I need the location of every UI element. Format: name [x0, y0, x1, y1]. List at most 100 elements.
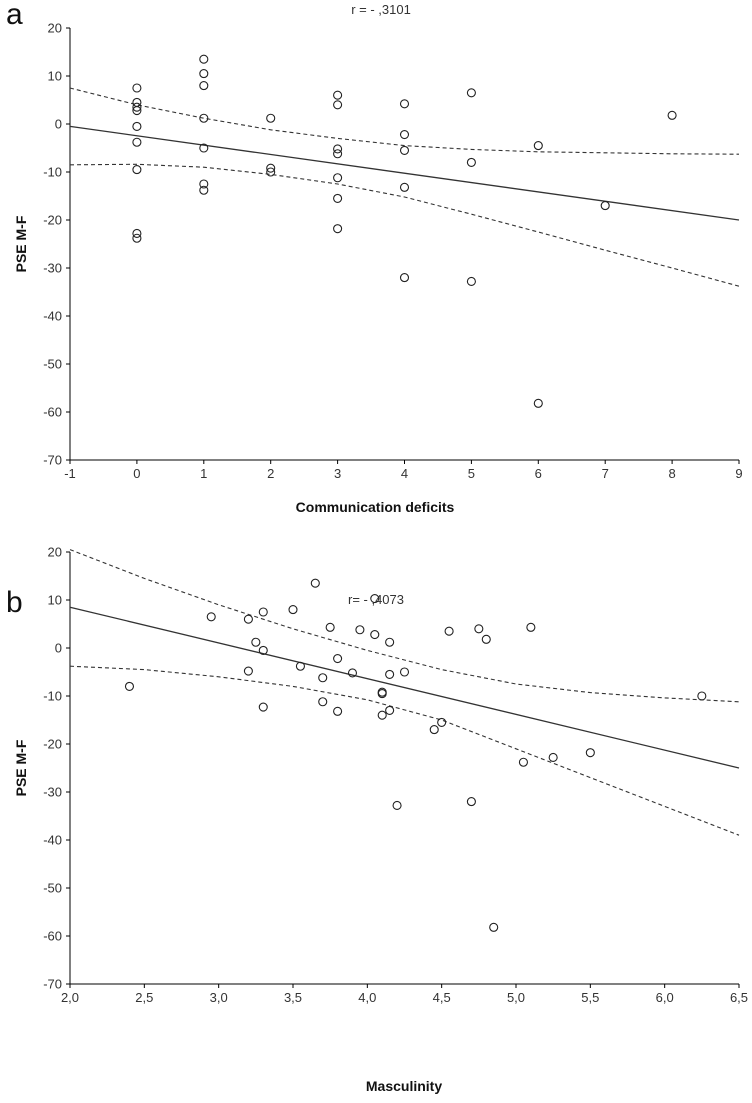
data-point [199, 81, 209, 91]
regression-line [69, 606, 740, 769]
data-point [258, 607, 268, 617]
y-tick-label: -40 [43, 309, 62, 324]
data-point [199, 143, 209, 153]
data-point [466, 797, 476, 807]
y-tick-label: 10 [48, 593, 62, 608]
data-point [132, 137, 142, 147]
y-tick-label: 20 [48, 21, 62, 36]
data-point [481, 634, 491, 644]
x-tick-label: 1 [200, 466, 207, 481]
confidence-band-upper [69, 549, 740, 703]
data-point [355, 625, 365, 635]
confidence-band-upper [69, 87, 740, 155]
data-point [199, 179, 209, 189]
y-tick-label: -50 [43, 357, 62, 372]
data-point [310, 578, 320, 588]
y-tick-label: -60 [43, 929, 62, 944]
data-point [132, 97, 142, 107]
y-tick-label: 10 [48, 69, 62, 84]
data-point [377, 689, 387, 699]
data-point [258, 702, 268, 712]
y-tick-label: 20 [48, 545, 62, 560]
data-point [124, 681, 135, 691]
x-tick-label: 5,5 [581, 990, 599, 1005]
y-tick-label: -30 [43, 261, 62, 276]
data-point [347, 668, 358, 678]
data-point [333, 193, 343, 203]
data-point [370, 594, 380, 604]
data-point [333, 173, 343, 183]
data-point [437, 717, 447, 727]
data-point [466, 88, 476, 98]
x-axis-title: Masculinity [366, 1078, 442, 1094]
data-point [533, 141, 543, 151]
x-tick-label: 6,5 [730, 990, 748, 1005]
y-tick-label: -70 [43, 977, 62, 992]
data-point [399, 182, 410, 192]
x-tick-label: -1 [64, 466, 76, 481]
x-tick-label: 3 [334, 466, 341, 481]
data-point [295, 661, 305, 671]
regression-line [69, 125, 740, 221]
y-tick-label: -30 [43, 785, 62, 800]
data-point [385, 669, 395, 679]
panel-letter: b [6, 586, 23, 619]
data-point [199, 185, 209, 195]
chart-panel-b: b r= - ,4073 20 10 0 -10 -20 -30 -40 -50 -60 -702,0… [6, 545, 748, 1095]
y-tick-label: -10 [43, 165, 62, 180]
y-tick-label: -70 [43, 453, 62, 468]
data-point [333, 706, 343, 716]
correlation-label: r= - ,4073 [348, 592, 404, 607]
data-point [206, 612, 216, 622]
y-axis-title: PSE M-F [13, 215, 29, 272]
data-point [318, 697, 328, 707]
data-point [399, 130, 410, 140]
x-tick-label: 8 [668, 466, 675, 481]
x-tick-label: 6,0 [656, 990, 674, 1005]
confidence-band-lower [69, 163, 740, 287]
data-point [667, 110, 677, 120]
data-point [399, 667, 410, 677]
data-point [199, 54, 209, 64]
data-point [266, 167, 276, 177]
data-point [526, 622, 536, 632]
data-point [518, 757, 528, 767]
data-point [399, 273, 410, 283]
data-point [489, 922, 499, 932]
data-point [429, 725, 439, 735]
data-point [318, 673, 328, 683]
axis-frame [69, 552, 739, 985]
data-point [377, 710, 387, 720]
data-point [132, 228, 142, 238]
data-point [288, 605, 298, 615]
x-tick-label: 3,5 [284, 990, 302, 1005]
correlation-label: r = - ,3101 [351, 2, 411, 17]
x-tick-label: 0 [133, 466, 140, 481]
x-tick-label: 9 [735, 466, 742, 481]
data-point [585, 748, 595, 758]
panel-letter: a [6, 0, 23, 31]
x-tick-label: 2,0 [61, 990, 79, 1005]
data-point [333, 100, 343, 110]
data-point [548, 752, 558, 762]
data-point [533, 398, 543, 408]
data-point [251, 637, 261, 647]
data-point [266, 113, 276, 123]
y-tick-label: -10 [43, 689, 62, 704]
data-point [385, 637, 395, 647]
x-tick-label: 7 [602, 466, 609, 481]
y-tick-label: -40 [43, 833, 62, 848]
data-point [444, 626, 454, 636]
data-point [199, 69, 209, 79]
data-point [266, 163, 276, 173]
y-tick-label: -60 [43, 405, 62, 420]
y-tick-label: -20 [43, 213, 62, 228]
x-tick-label: 4,0 [358, 990, 376, 1005]
data-point [132, 106, 142, 116]
data-point [392, 800, 402, 810]
data-point [333, 90, 343, 100]
data-point [132, 83, 142, 93]
x-tick-label: 2,5 [135, 990, 153, 1005]
y-tick-label: 0 [55, 117, 62, 132]
